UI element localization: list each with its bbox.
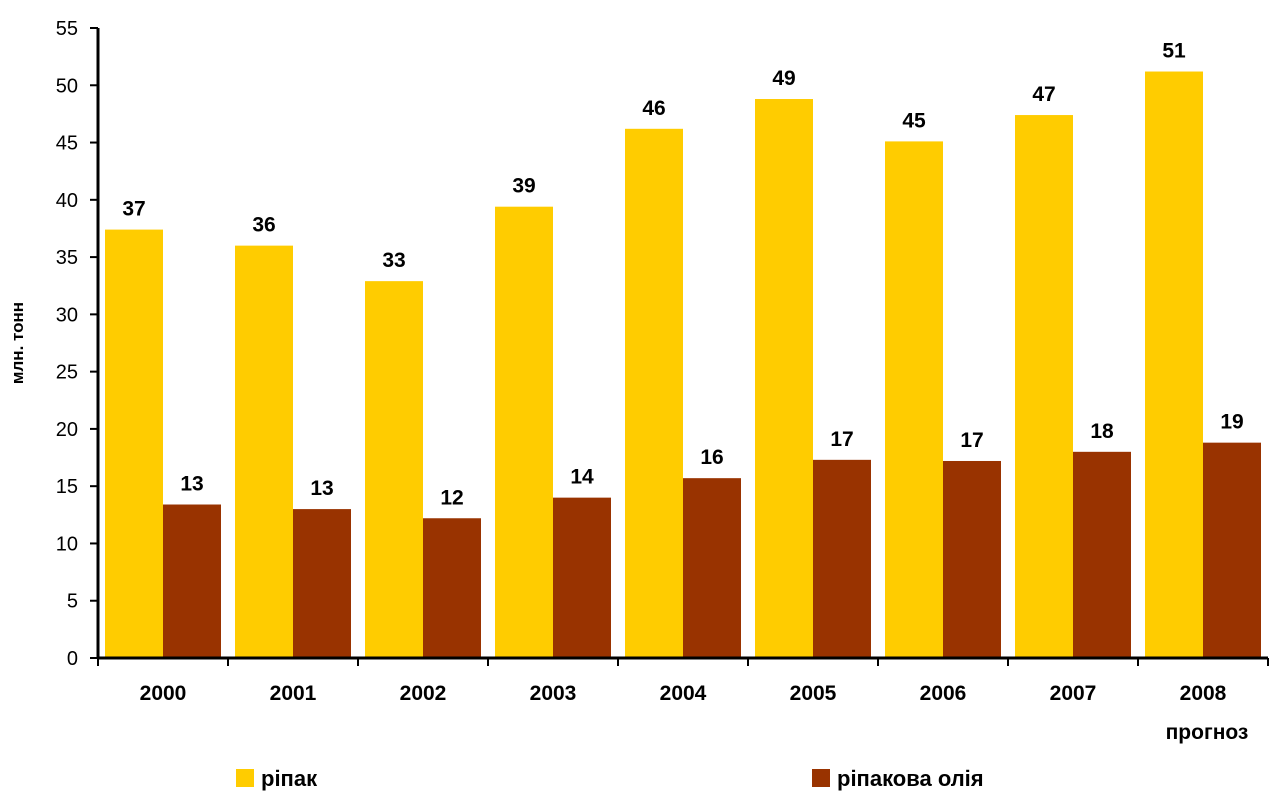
data-label: 16 — [700, 446, 723, 469]
bar-ripakova-oliia — [293, 509, 351, 658]
y-tick-label: 35 — [56, 247, 78, 269]
data-label: 36 — [252, 214, 275, 237]
bar-ripakova-oliia — [1073, 451, 1131, 658]
data-label: 17 — [960, 429, 983, 452]
y-tick-label: 25 — [56, 362, 78, 384]
data-label: 46 — [642, 97, 665, 120]
data-label: 14 — [570, 466, 594, 489]
x-category-label: 2007 — [1050, 682, 1097, 705]
bar-ripak — [625, 128, 683, 659]
bar-ripakova-oliia — [423, 518, 481, 658]
x-category-label: 2004 — [660, 682, 707, 705]
bars-layer — [105, 71, 1261, 659]
data-label: 17 — [830, 428, 853, 451]
y-tick-label: 15 — [56, 476, 78, 498]
data-label: 13 — [180, 473, 203, 496]
data-label: 37 — [122, 198, 145, 221]
y-tick-label: 40 — [56, 190, 78, 212]
y-tick-label: 45 — [56, 133, 78, 155]
data-label: 13 — [310, 477, 333, 500]
bar-ripak — [495, 206, 553, 658]
x-category-label: 2003 — [530, 682, 577, 705]
x-category-label: 2001 — [270, 682, 317, 705]
bar-ripak — [235, 245, 293, 659]
bar-ripak — [365, 281, 423, 658]
data-label: 33 — [382, 249, 405, 272]
x-axis-ticks: 2000 2001 2002 2003 2004 2005 2006 2007 2008 прог… — [97, 658, 1269, 744]
data-label: 12 — [440, 486, 463, 509]
x-category-label: 2000 — [140, 682, 187, 705]
x-category-label: 2005 — [790, 682, 837, 705]
bar-ripak — [755, 99, 813, 658]
bar-ripakova-oliia — [163, 504, 221, 658]
axes-layer — [96, 28, 1268, 660]
bar-ripakova-oliia — [813, 459, 871, 658]
bar-ripakova-oliia — [1203, 442, 1261, 658]
bar-ripakova-oliia — [683, 478, 741, 658]
x-category-label: 2002 — [400, 682, 447, 705]
bar-ripakova-oliia — [943, 460, 1001, 658]
value-labels: 37 36 33 39 46 49 45 47 51 13 13 12 14 16 17 17 18 19 — [122, 40, 1243, 510]
bar-ripakova-oliia — [553, 497, 611, 658]
bar-ripak — [885, 141, 943, 658]
y-tick-label: 30 — [56, 304, 78, 326]
y-tick-label: 20 — [56, 419, 78, 441]
bar-ripak — [105, 229, 163, 658]
x-category-label: 2008 — [1180, 682, 1227, 705]
bar-ripak — [1145, 71, 1203, 658]
y-tick-label: 55 — [56, 18, 78, 40]
legend-swatch — [812, 769, 830, 787]
legend-label: ріпакова олія — [837, 766, 984, 791]
bar-ripak — [1015, 115, 1073, 658]
data-label: 18 — [1090, 420, 1114, 443]
y-tick-label: 50 — [56, 75, 78, 97]
data-label: 45 — [902, 109, 926, 132]
data-label: 39 — [512, 175, 535, 198]
data-label: 51 — [1162, 40, 1186, 63]
x-category-label: 2006 — [920, 682, 967, 705]
y-axis-ticks: 0 5 10 15 20 25 30 35 40 45 50 55 — [56, 18, 98, 670]
y-tick-label: 5 — [67, 591, 78, 613]
x-category-sublabel: прогноз — [1166, 721, 1249, 744]
data-label: 47 — [1032, 83, 1055, 106]
data-label: 49 — [772, 67, 795, 90]
y-axis-title: млн. тонн — [8, 302, 27, 384]
y-tick-label: 10 — [56, 533, 78, 555]
y-tick-label: 0 — [67, 648, 78, 670]
legend-label: ріпак — [261, 766, 318, 791]
data-label: 19 — [1220, 411, 1243, 434]
legend-swatch — [236, 769, 254, 787]
legend: ріпак ріпакова олія — [236, 766, 984, 791]
